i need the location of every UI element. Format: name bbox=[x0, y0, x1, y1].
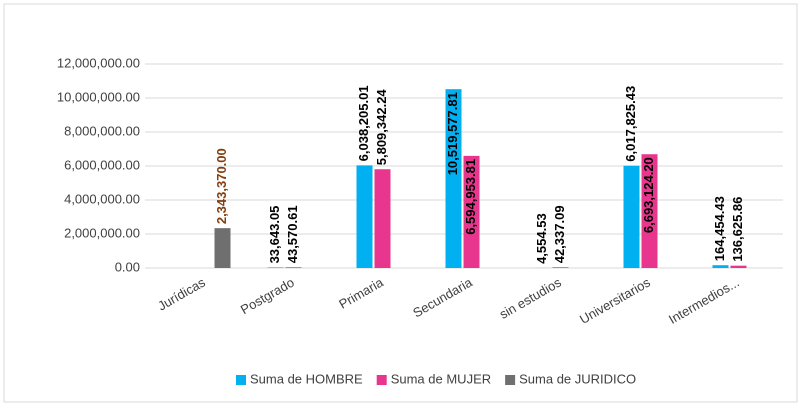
bar bbox=[214, 228, 231, 268]
data-label: 6,693,124.20 bbox=[641, 157, 656, 233]
legend-swatch bbox=[505, 375, 516, 385]
legend-swatch bbox=[376, 375, 387, 385]
data-label: 5,809,342.24 bbox=[374, 89, 389, 166]
y-tick-label: 10,000,000.00 bbox=[57, 89, 140, 104]
data-label: 6,038,205.01 bbox=[356, 85, 371, 161]
y-tick-label: 8,000,000.00 bbox=[64, 123, 140, 138]
data-label: 4,554.53 bbox=[534, 213, 549, 264]
y-tick-label: 0.00 bbox=[115, 259, 140, 274]
bar bbox=[356, 165, 373, 268]
data-label: 136,625.86 bbox=[730, 197, 745, 262]
bar bbox=[374, 169, 391, 268]
y-tick-label: 12,000,000.00 bbox=[57, 55, 140, 70]
legend-swatch bbox=[236, 375, 246, 385]
data-label: 164,454.43 bbox=[712, 196, 727, 261]
bar bbox=[623, 165, 640, 268]
data-label: 43,570.61 bbox=[285, 205, 300, 263]
bar bbox=[463, 155, 480, 268]
bar bbox=[730, 265, 747, 268]
data-label: 6,017,825.43 bbox=[623, 86, 638, 162]
y-tick-label: 6,000,000.00 bbox=[64, 157, 140, 172]
data-label: 33,643.05 bbox=[267, 206, 282, 264]
data-label: 6,594,953.81 bbox=[463, 159, 478, 235]
data-label: 42,337.09 bbox=[552, 205, 567, 263]
bar bbox=[445, 89, 462, 268]
data-label: 10,519,577.81 bbox=[445, 92, 460, 175]
chart-frame bbox=[3, 3, 798, 403]
data-label: 2,343,370.00 bbox=[214, 148, 229, 224]
bar bbox=[285, 267, 302, 268]
bar bbox=[267, 267, 284, 268]
legend-label: Suma de MUJER bbox=[391, 371, 491, 386]
bar bbox=[641, 154, 658, 268]
bar bbox=[552, 267, 569, 268]
bar bbox=[712, 265, 729, 268]
y-tick-label: 2,000,000.00 bbox=[64, 225, 140, 240]
legend-label: Suma de HOMBRE bbox=[250, 371, 363, 386]
legend-label: Suma de JURIDICO bbox=[519, 371, 636, 386]
y-tick-label: 4,000,000.00 bbox=[64, 191, 140, 206]
